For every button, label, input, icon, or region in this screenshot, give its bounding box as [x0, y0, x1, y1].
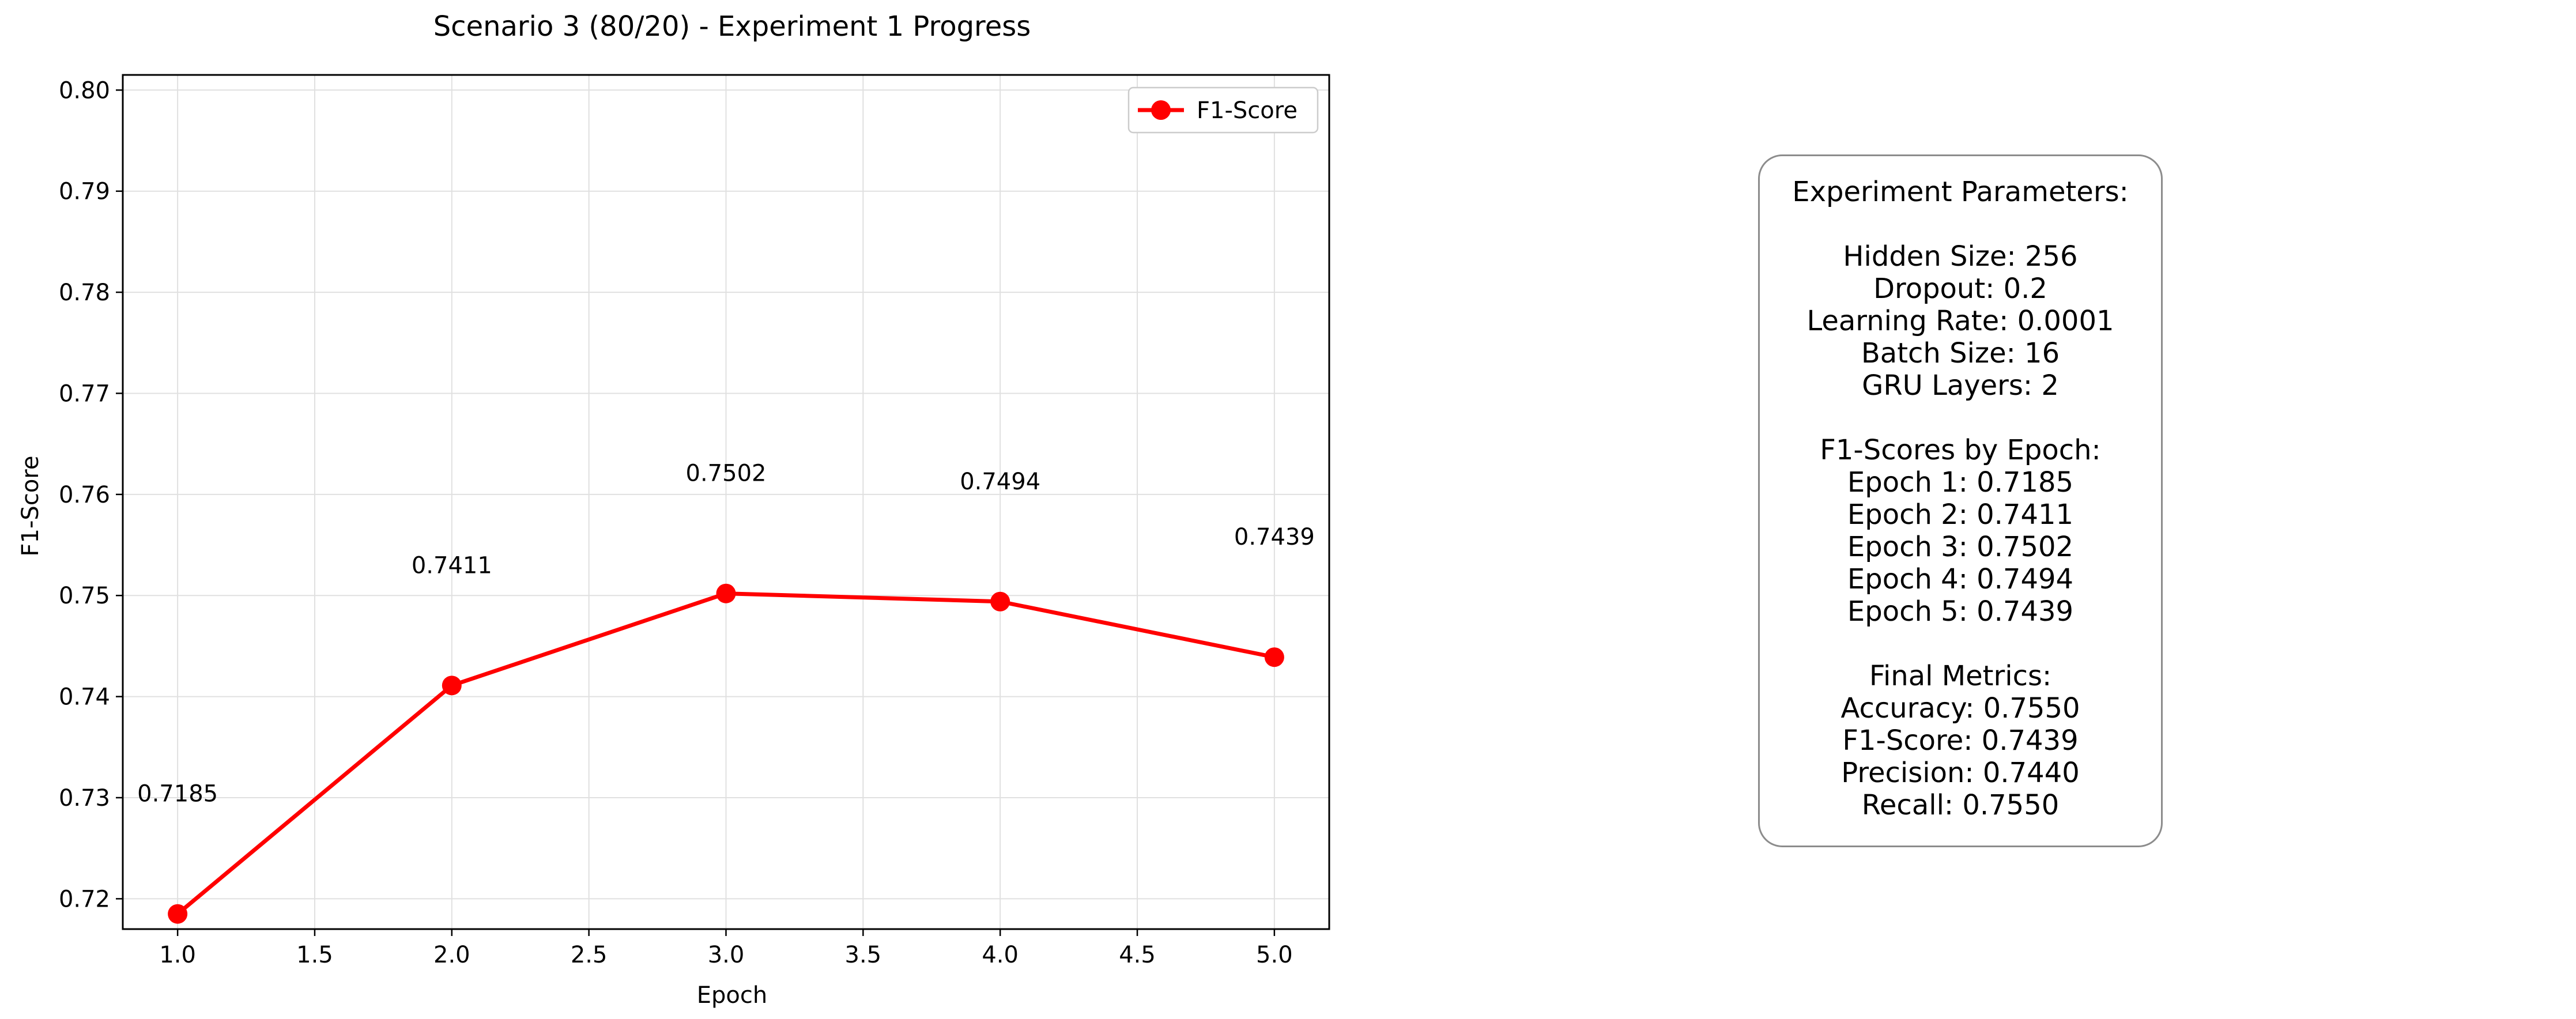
info-spacer: [1760, 402, 2161, 434]
data-label: 0.7411: [412, 552, 492, 579]
y-tick-label: 0.72: [59, 886, 110, 912]
y-tick-label: 0.80: [59, 77, 110, 104]
data-series: 0.7185 0.7411 0.7502 0.7494 0.7439: [137, 461, 1315, 924]
legend: F1-Score: [1127, 86, 1319, 134]
data-label: 0.7439: [1234, 524, 1315, 550]
data-point: [716, 583, 736, 603]
info-line: Learning Rate: 0.0001: [1806, 305, 2114, 337]
axes: 1.0 1.5 2.0 2.5 3.0 3.5 4.0 4.5 5.0 0.72 0.73 0.74 0…: [59, 74, 1330, 968]
y-tick-label: 0.75: [59, 583, 110, 609]
x-tick-label: 4.5: [1119, 942, 1156, 968]
data-label: 0.7494: [960, 469, 1040, 495]
chart-title: Scenario 3 (80/20) - Experiment 1 Progre…: [433, 10, 1031, 43]
data-point: [990, 591, 1010, 612]
info-line: Precision: 0.7440: [1841, 757, 2080, 789]
info-line: GRU Layers: 2: [1862, 369, 2059, 402]
legend-box: [1127, 86, 1319, 134]
info-spacer: [1760, 208, 2161, 240]
data-point: [442, 675, 462, 696]
info-line: F1-Score: 0.7439: [1842, 724, 2079, 757]
plot-frame: [122, 74, 1330, 930]
data-point: [1264, 647, 1284, 667]
info-line: Batch Size: 16: [1861, 337, 2060, 369]
y-tick-label: 0.79: [59, 179, 110, 205]
x-tick-label: 5.0: [1256, 942, 1293, 968]
data-point: [168, 904, 188, 924]
y-tick-label: 0.76: [59, 482, 110, 508]
info-line: Epoch 2: 0.7411: [1847, 499, 2074, 531]
info-line: Epoch 3: 0.7502: [1847, 531, 2074, 563]
legend-marker: [1151, 100, 1171, 120]
info-spacer: [1760, 628, 2161, 660]
x-tick-label: 4.0: [982, 942, 1019, 968]
data-label: 0.7185: [137, 781, 218, 807]
data-label: 0.7502: [686, 461, 767, 487]
x-tick-label: 3.0: [708, 942, 745, 968]
info-line: Final Metrics:: [1869, 660, 2052, 692]
info-line: Epoch 5: 0.7439: [1847, 595, 2074, 628]
info-line: Experiment Parameters:: [1792, 176, 2129, 208]
info-line: Recall: 0.7550: [1861, 789, 2060, 821]
y-tick-label: 0.73: [59, 785, 110, 812]
info-line: F1-Scores by Epoch:: [1820, 434, 2101, 466]
grid: [123, 75, 1329, 929]
experiment-info-box: Experiment Parameters: Hidden Size: 256 Dr…: [1758, 154, 2163, 847]
x-tick-label: 3.5: [845, 942, 882, 968]
x-tick-label: 2.5: [571, 942, 608, 968]
x-tick-label: 1.0: [159, 942, 196, 968]
info-line: Hidden Size: 256: [1843, 240, 2078, 273]
x-tick-label: 1.5: [296, 942, 333, 968]
y-tick-label: 0.74: [59, 684, 110, 711]
info-line: Epoch 1: 0.7185: [1847, 466, 2074, 499]
y-tick-label: 0.78: [59, 280, 110, 306]
legend-label: F1-Score: [1197, 97, 1298, 124]
info-line: Accuracy: 0.7550: [1840, 692, 2080, 724]
y-tick-label: 0.77: [59, 380, 110, 407]
y-axis-label: F1-Score: [17, 456, 44, 557]
x-tick-label: 2.0: [433, 942, 470, 968]
info-line: Epoch 4: 0.7494: [1847, 563, 2074, 595]
info-line: Dropout: 0.2: [1873, 273, 2047, 305]
x-axis-label: Epoch: [697, 982, 767, 1009]
